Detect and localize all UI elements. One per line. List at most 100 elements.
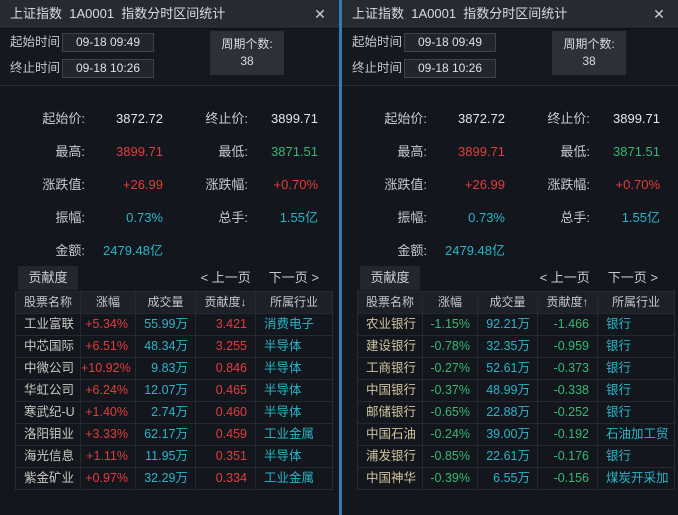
header-contribution-sorted[interactable]: 贡献度↑ <box>538 292 598 313</box>
table-row[interactable]: 工业富联 +5.34% 55.99万 3.421 消费电子 <box>16 314 332 336</box>
volume-cell: 22.61万 <box>478 446 538 467</box>
next-page-button[interactable]: 下一页 > <box>607 270 658 285</box>
stock-name-cell: 海光信息 <box>16 446 81 467</box>
stat-label: 最低: <box>560 144 590 159</box>
table-row[interactable]: 农业银行 -1.15% 92.21万 -1.466 银行 <box>358 314 674 336</box>
table-row[interactable]: 建设银行 -0.78% 32.35万 -0.959 银行 <box>358 336 674 358</box>
stat-label: 起始价: <box>384 111 427 126</box>
stat-label: 金额: <box>55 243 85 258</box>
stats-section: 起始价: 3872.72 终止价: 3899.71 最高: 3899.71 最低: 3871.… <box>342 86 678 279</box>
table-row[interactable]: 邮储银行 -0.65% 22.88万 -0.252 银行 <box>358 402 674 424</box>
left-panel: 上证指数 1A0001 指数分时区间统计 ✕ 起始时间 09-18 09:49 … <box>0 0 339 490</box>
stats-row: 起始价: 3872.72 终止价: 3899.71 <box>342 102 678 135</box>
title-bar[interactable]: 上证指数 1A0001 指数分时区间统计 ✕ <box>0 0 339 29</box>
stat-label: 金额: <box>397 243 427 258</box>
header-industry[interactable]: 所属行业 <box>269 295 318 309</box>
tab-contribution[interactable]: 贡献度 <box>360 266 420 290</box>
contribution-cell: -1.466 <box>538 314 598 335</box>
change-cell: -0.78% <box>423 336 478 357</box>
industry-cell: 半导体 <box>264 361 302 375</box>
close-icon[interactable]: ✕ <box>314 6 326 22</box>
stats-row: 金额: 2479.48亿 <box>342 234 678 267</box>
stock-name-cell: 工商银行 <box>358 358 423 379</box>
stock-name-cell: 工业富联 <box>16 314 81 335</box>
volume-cell: 62.17万 <box>136 424 196 445</box>
close-icon[interactable]: ✕ <box>653 6 665 22</box>
table-row[interactable]: 紫金矿业 +0.97% 32.29万 0.334 工业金属 <box>16 468 332 490</box>
header-volume[interactable]: 成交量 <box>136 292 196 313</box>
industry-cell: 工业金属 <box>264 427 315 441</box>
header-change[interactable]: 涨幅 <box>81 292 136 313</box>
table-row[interactable]: 洛阳钼业 +3.33% 62.17万 0.459 工业金属 <box>16 424 332 446</box>
industry-cell: 银行 <box>606 383 632 397</box>
pagination: < 上一页 下一页 > <box>201 266 319 290</box>
contribution-table: 股票名称 涨幅 成交量 贡献度↑ 所属行业 农业银行 -1.15% 92.21万 -1… <box>357 291 675 490</box>
change-cell: +3.33% <box>81 424 136 445</box>
end-time-input[interactable]: 09-18 10:26 <box>404 59 496 78</box>
change-cell: -0.27% <box>423 358 478 379</box>
stats-row: 振幅: 0.73% 总手: 1.55亿 <box>0 201 339 234</box>
start-time-input[interactable]: 09-18 09:49 <box>62 33 154 52</box>
table-row[interactable]: 浦发银行 -0.85% 22.61万 -0.176 银行 <box>358 446 674 468</box>
volume-cell: 55.99万 <box>136 314 196 335</box>
start-time-input[interactable]: 09-18 09:49 <box>404 33 496 52</box>
contribution-cell: -0.959 <box>538 336 598 357</box>
stat-value: 3899.71 <box>613 111 660 126</box>
table-row[interactable]: 中微公司 +10.92% 9.83万 0.846 半导体 <box>16 358 332 380</box>
period-count-label: 周期个数: <box>563 37 615 51</box>
header-stock-name[interactable]: 股票名称 <box>16 292 81 313</box>
stat-label: 最低: <box>218 144 248 159</box>
header-change[interactable]: 涨幅 <box>423 292 478 313</box>
volume-cell: 11.95万 <box>136 446 196 467</box>
contribution-cell: -0.176 <box>538 446 598 467</box>
volume-cell: 12.07万 <box>136 380 196 401</box>
volume-cell: 32.35万 <box>478 336 538 357</box>
title-bar[interactable]: 上证指数 1A0001 指数分时区间统计 ✕ <box>342 0 678 29</box>
stat-value: 2479.48亿 <box>445 243 505 258</box>
table-row[interactable]: 中国银行 -0.37% 48.99万 -0.338 银行 <box>358 380 674 402</box>
stats-section: 起始价: 3872.72 终止价: 3899.71 最高: 3899.71 最低: 3871.… <box>0 86 339 279</box>
industry-cell: 工业金属 <box>264 471 315 485</box>
table-row[interactable]: 华虹公司 +6.24% 12.07万 0.465 半导体 <box>16 380 332 402</box>
industry-cell: 银行 <box>606 361 632 375</box>
change-cell: -1.15% <box>423 314 478 335</box>
table-row[interactable]: 中国石油 -0.24% 39.00万 -0.192 石油加工贸 <box>358 424 674 446</box>
contribution-cell: 3.421 <box>196 314 256 335</box>
stat-value: 1.55亿 <box>279 210 318 225</box>
table-row[interactable]: 中芯国际 +6.51% 48.34万 3.255 半导体 <box>16 336 332 358</box>
tab-contribution[interactable]: 贡献度 <box>18 266 78 290</box>
stat-value: 3871.51 <box>613 144 660 159</box>
next-page-button[interactable]: 下一页 > <box>268 270 319 285</box>
industry-cell: 半导体 <box>264 339 302 353</box>
contribution-cell: -0.252 <box>538 402 598 423</box>
end-time-input[interactable]: 09-18 10:26 <box>62 59 154 78</box>
change-cell: +1.40% <box>81 402 136 423</box>
prev-page-button[interactable]: < 上一页 <box>539 270 590 285</box>
stat-value: 3899.71 <box>116 144 163 159</box>
stat-value: 3899.71 <box>458 144 505 159</box>
header-industry[interactable]: 所属行业 <box>611 295 660 309</box>
stat-value: +0.70% <box>615 177 660 192</box>
industry-cell: 银行 <box>606 449 632 463</box>
volume-cell: 52.61万 <box>478 358 538 379</box>
table-row[interactable]: 寒武纪-U +1.40% 2.74万 0.460 半导体 <box>16 402 332 424</box>
header-contribution-sorted[interactable]: 贡献度↓ <box>196 292 256 313</box>
stat-label: 涨跌值: <box>42 177 85 192</box>
contribution-cell: -0.373 <box>538 358 598 379</box>
period-count-value: 38 <box>240 54 254 68</box>
contribution-bar: 贡献度 < 上一页 下一页 > <box>0 263 339 291</box>
industry-cell: 消费电子 <box>264 317 315 331</box>
header-volume[interactable]: 成交量 <box>478 292 538 313</box>
stat-value: 1.55亿 <box>621 210 660 225</box>
prev-page-button[interactable]: < 上一页 <box>200 270 251 285</box>
header-stock-name[interactable]: 股票名称 <box>358 292 423 313</box>
table-row[interactable]: 中国神华 -0.39% 6.55万 -0.156 煤炭开采加 <box>358 468 674 490</box>
table-header-row: 股票名称 涨幅 成交量 贡献度↑ 所属行业 <box>358 292 674 314</box>
industry-cell: 银行 <box>606 339 632 353</box>
industry-cell: 煤炭开采加 <box>606 471 669 485</box>
table-row[interactable]: 工商银行 -0.27% 52.61万 -0.373 银行 <box>358 358 674 380</box>
stock-name-cell: 邮储银行 <box>358 402 423 423</box>
stat-value: 2479.48亿 <box>103 243 163 258</box>
contribution-cell: 0.465 <box>196 380 256 401</box>
table-row[interactable]: 海光信息 +1.11% 11.95万 0.351 半导体 <box>16 446 332 468</box>
